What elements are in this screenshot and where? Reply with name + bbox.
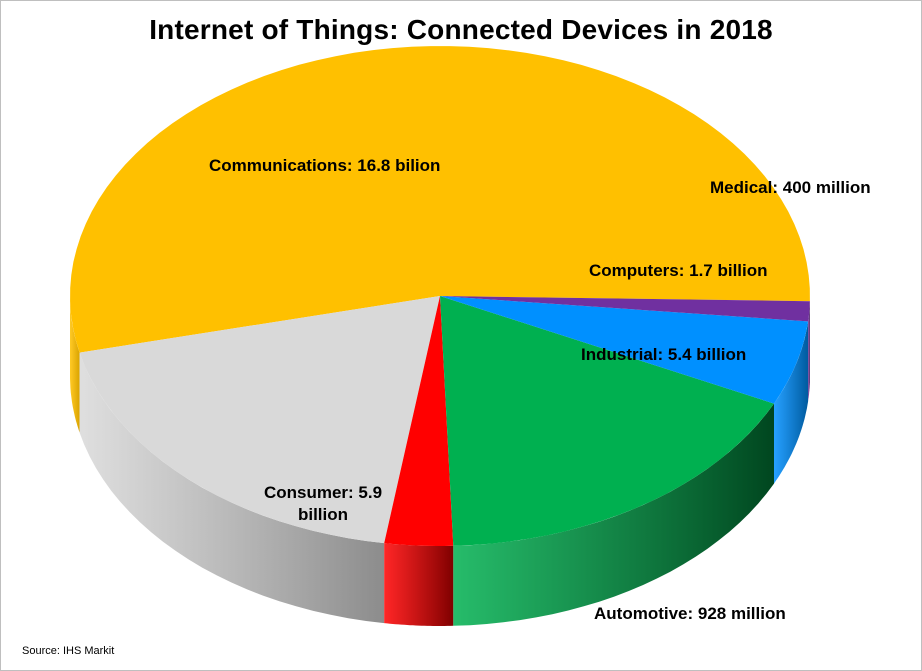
- slice-automotive: [384, 296, 454, 546]
- label-consumer-line1: Consumer: 5.9: [263, 483, 383, 502]
- source-note: Source: IHS Markit: [22, 645, 115, 657]
- slice-medical: [440, 296, 810, 322]
- slice-computers: [440, 296, 809, 404]
- slice-side-computers: [774, 321, 809, 484]
- label-communications: Communications: 16.8 bilion: [209, 156, 441, 175]
- slice-side-consumer: [79, 352, 385, 624]
- pie-top: [70, 46, 810, 546]
- pie-sides: [70, 296, 810, 626]
- label-medical: Medical: 400 million: [710, 178, 871, 197]
- slice-side-automotive: [384, 543, 454, 626]
- slice-side-medical: [808, 301, 810, 402]
- label-industrial: Industrial: 5.4 billion: [581, 345, 747, 364]
- label-computers: Computers: 1.7 billion: [589, 261, 768, 280]
- slice-side-industrial: [453, 403, 774, 626]
- label-consumer-line2: billion: [297, 505, 349, 524]
- slice-industrial: [440, 296, 774, 546]
- slice-consumer: [79, 296, 440, 544]
- label-automotive: Automotive: 928 million: [594, 604, 786, 623]
- label-consumer: Consumer: 5.9 billion: [258, 482, 388, 526]
- chart-title: Internet of Things: Connected Devices in…: [149, 14, 773, 45]
- slice-side-communications: [70, 296, 80, 433]
- slice-communications: [70, 46, 810, 353]
